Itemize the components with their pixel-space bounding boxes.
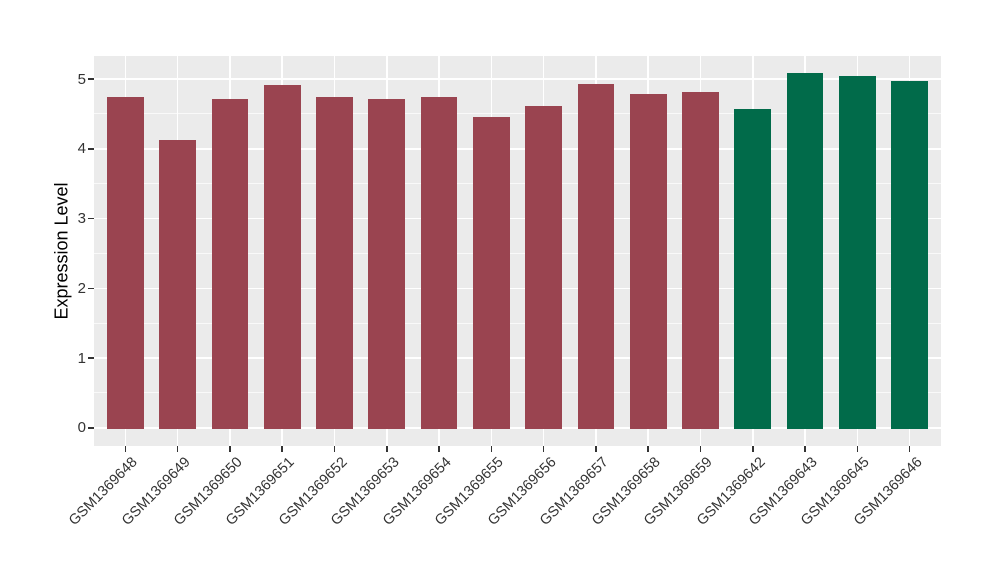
bar	[368, 99, 406, 429]
x-axis-tick-label: GSM1369646	[850, 454, 926, 529]
bar	[734, 109, 772, 429]
major-gridline	[94, 78, 941, 80]
bar	[473, 117, 510, 429]
x-axis-tick	[281, 446, 283, 452]
y-axis-tick	[88, 287, 94, 290]
y-axis-tick	[88, 427, 94, 429]
bar	[786, 73, 824, 429]
bar	[682, 92, 719, 429]
y-axis-title: Expression Level	[51, 182, 72, 320]
y-axis-tick-label: 4	[77, 140, 86, 158]
x-axis-tick	[176, 446, 179, 452]
x-axis-tick	[333, 446, 336, 452]
x-axis-tick	[908, 446, 911, 452]
y-axis-tick	[88, 357, 94, 359]
x-axis-tick	[386, 446, 388, 452]
bar	[420, 97, 458, 429]
y-axis-tick	[88, 148, 94, 150]
bar	[839, 76, 876, 429]
minor-gridline	[94, 252, 941, 254]
bar	[159, 139, 196, 429]
major-gridline	[94, 217, 941, 220]
minor-gridline	[94, 392, 941, 394]
y-axis-tick-label: 0	[77, 419, 86, 437]
x-axis-tick	[804, 446, 806, 452]
bar	[525, 105, 562, 429]
y-axis-tick	[88, 78, 94, 80]
minor-gridline	[94, 322, 941, 324]
minor-gridline	[94, 183, 941, 185]
bar	[629, 94, 667, 429]
x-axis-tick	[438, 446, 440, 452]
y-axis-tick	[88, 217, 94, 220]
plot-panel	[94, 56, 941, 446]
x-axis-tick	[595, 446, 597, 452]
y-axis-tick-label: 5	[77, 70, 86, 88]
y-axis-tick-label: 1	[77, 349, 86, 367]
bar	[263, 84, 301, 429]
x-axis-tick	[752, 446, 754, 452]
x-axis-tick	[490, 446, 493, 452]
x-axis-tick	[699, 446, 702, 452]
major-gridline	[94, 148, 941, 150]
y-axis-tick-label: 2	[77, 279, 86, 297]
x-axis-tick	[856, 446, 859, 452]
x-axis-tick	[124, 446, 127, 452]
bar	[891, 81, 928, 429]
minor-gridline	[94, 113, 941, 115]
major-gridline	[94, 287, 941, 290]
x-axis-tick	[542, 446, 545, 452]
bar	[316, 97, 353, 429]
bar	[107, 97, 144, 429]
major-gridline	[94, 357, 941, 359]
x-axis-tick	[229, 446, 231, 452]
y-axis-tick-label: 3	[77, 210, 86, 228]
major-gridline	[94, 427, 941, 429]
x-axis-tick	[647, 446, 649, 452]
bar	[211, 99, 249, 429]
bar	[577, 83, 615, 429]
